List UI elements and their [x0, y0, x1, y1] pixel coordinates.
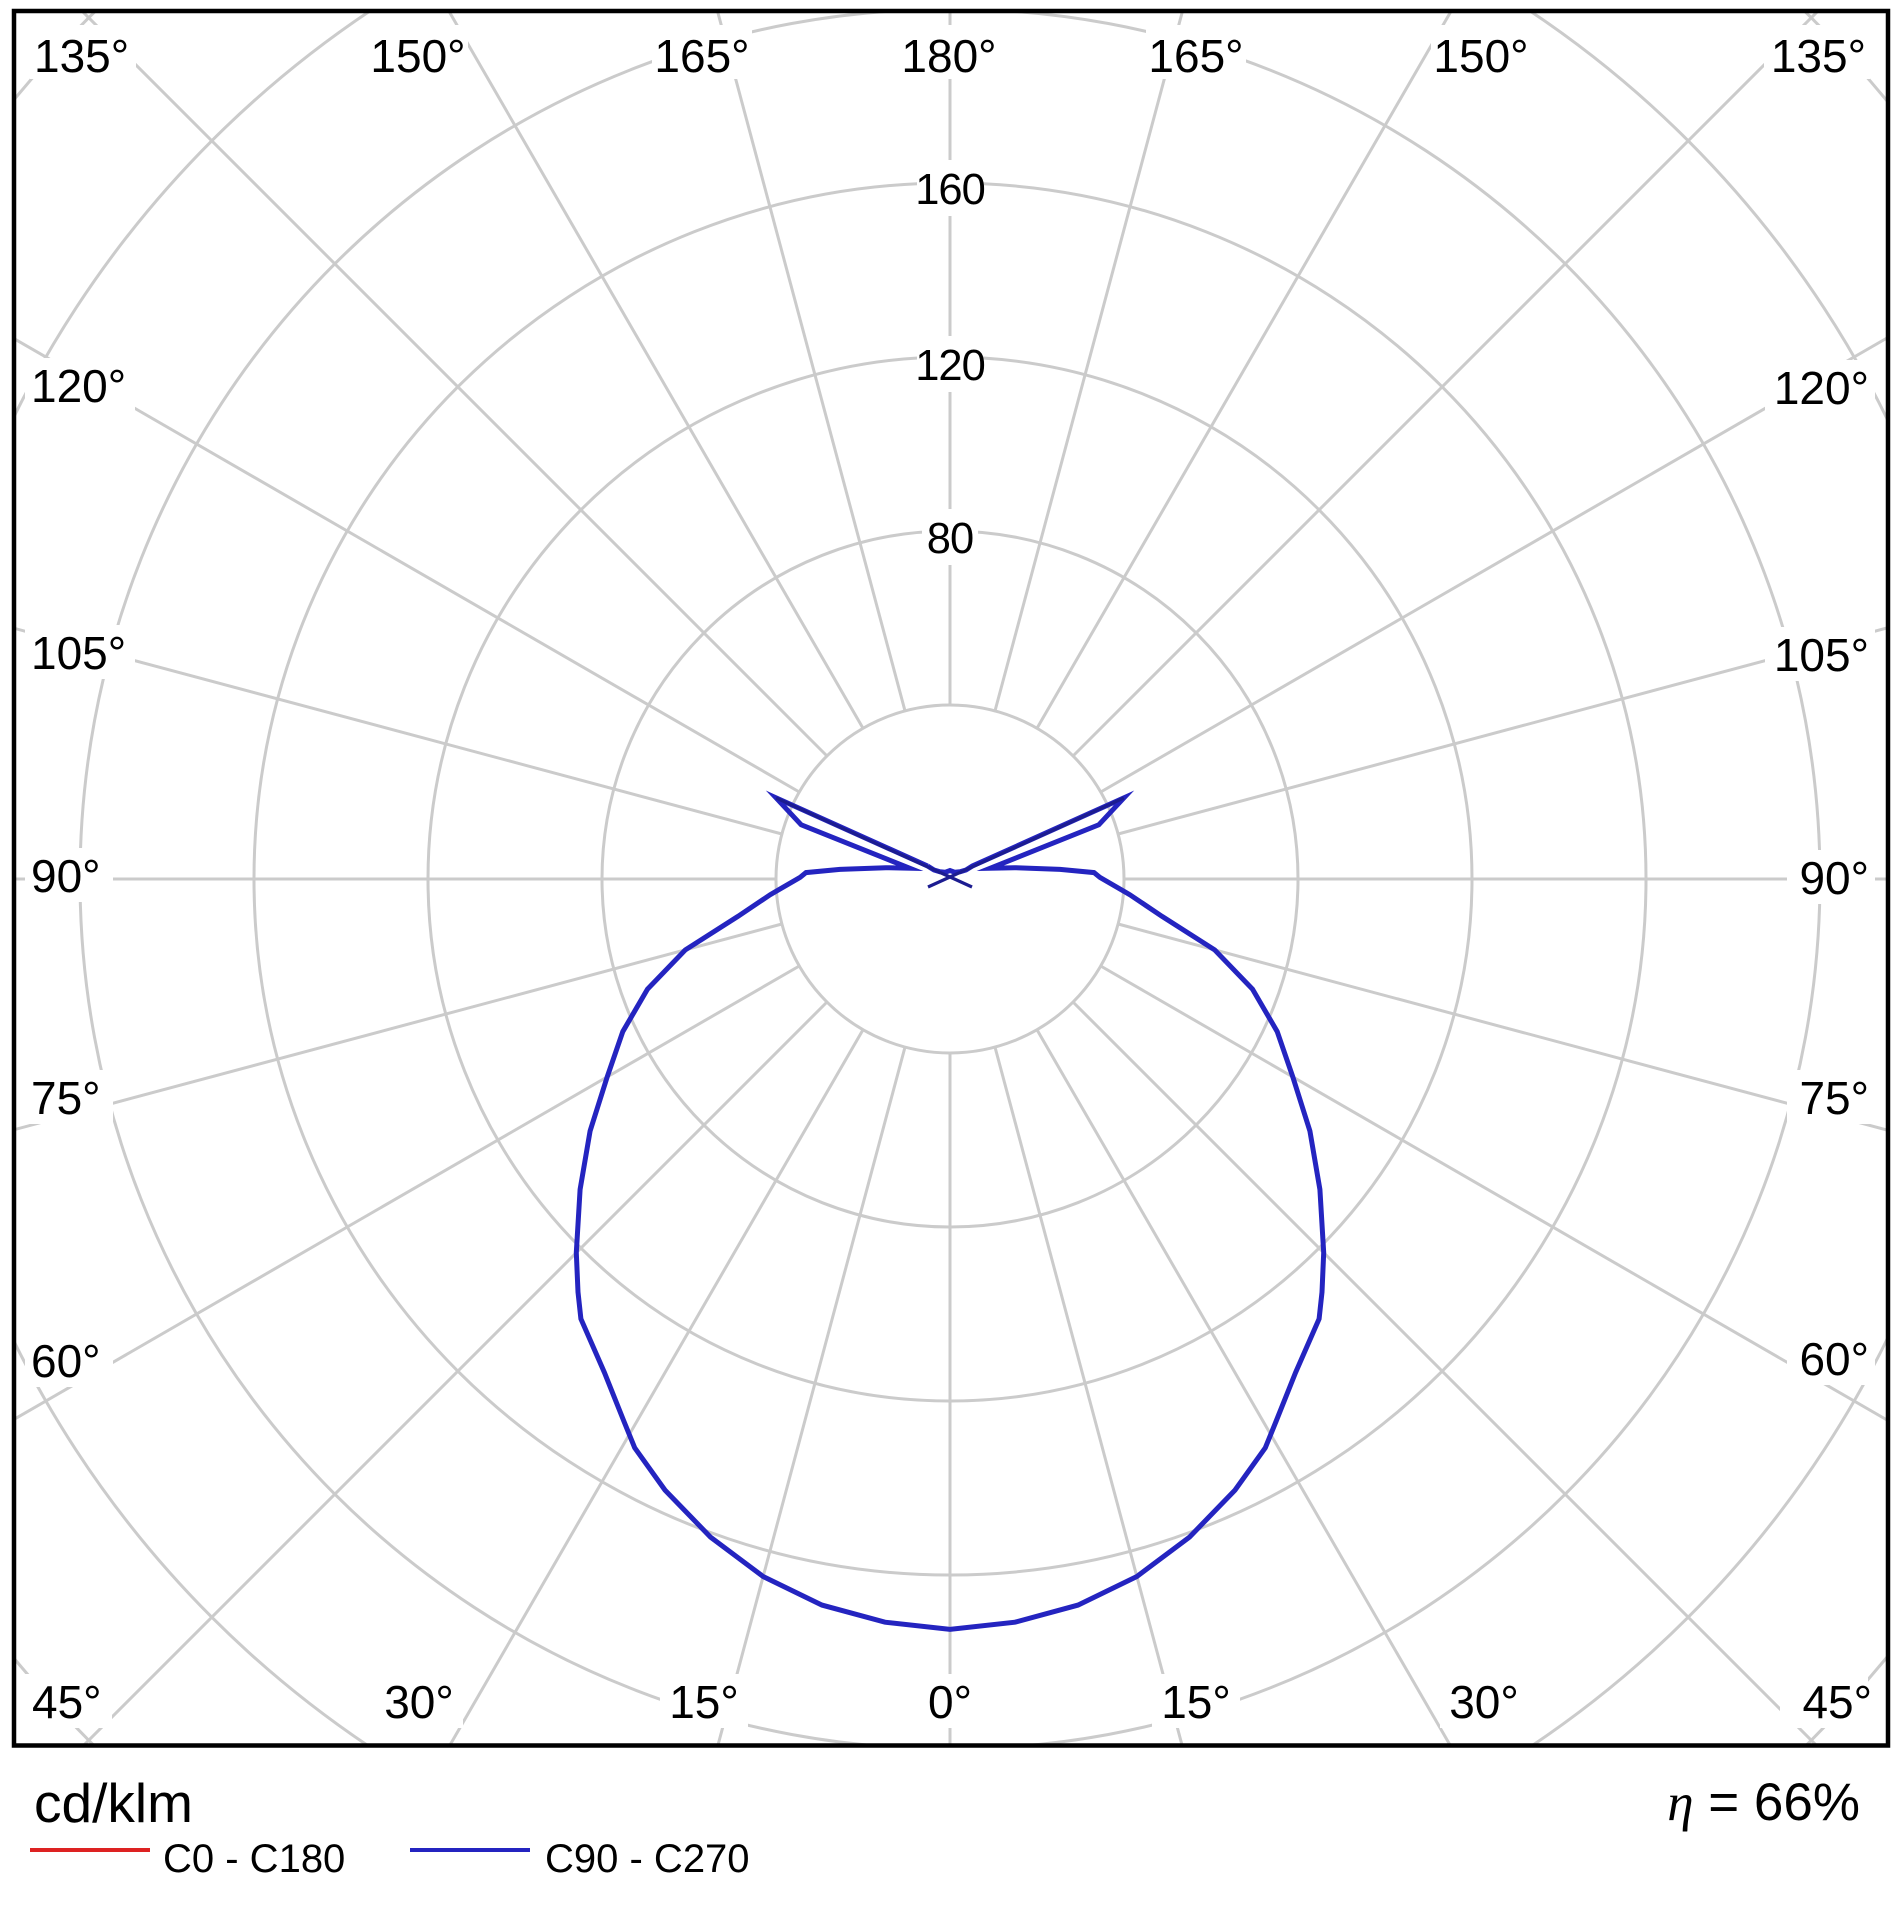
- svg-text:165°: 165°: [654, 30, 749, 82]
- svg-text:15°: 15°: [669, 1676, 739, 1728]
- svg-text:60°: 60°: [1799, 1333, 1869, 1385]
- svg-text:30°: 30°: [384, 1676, 454, 1728]
- svg-text:η = 66%: η = 66%: [1667, 1773, 1860, 1832]
- svg-text:120°: 120°: [31, 360, 126, 412]
- svg-text:180°: 180°: [901, 30, 996, 82]
- svg-text:0°: 0°: [928, 1676, 972, 1728]
- svg-text:45°: 45°: [1802, 1676, 1872, 1728]
- svg-text:C0 - C180: C0 - C180: [163, 1837, 345, 1881]
- svg-text:60°: 60°: [31, 1335, 101, 1387]
- svg-text:30°: 30°: [1449, 1676, 1519, 1728]
- svg-text:120°: 120°: [1774, 362, 1869, 414]
- svg-text:75°: 75°: [1799, 1072, 1869, 1124]
- svg-text:C90 - C270: C90 - C270: [545, 1837, 750, 1881]
- svg-text:105°: 105°: [1774, 629, 1869, 681]
- svg-text:135°: 135°: [34, 30, 129, 82]
- svg-text:105°: 105°: [31, 627, 126, 679]
- svg-text:90°: 90°: [31, 850, 101, 902]
- svg-text:150°: 150°: [370, 30, 465, 82]
- svg-text:75°: 75°: [31, 1072, 101, 1124]
- svg-text:90°: 90°: [1799, 852, 1869, 904]
- svg-text:135°: 135°: [1771, 30, 1866, 82]
- svg-text:15°: 15°: [1161, 1676, 1231, 1728]
- svg-text:165°: 165°: [1148, 30, 1243, 82]
- svg-text:cd/klm: cd/klm: [34, 1772, 193, 1834]
- svg-text:45°: 45°: [32, 1676, 102, 1728]
- svg-text:160: 160: [915, 166, 985, 214]
- svg-text:150°: 150°: [1433, 30, 1528, 82]
- svg-text:80: 80: [927, 515, 973, 563]
- svg-text:120: 120: [915, 342, 985, 390]
